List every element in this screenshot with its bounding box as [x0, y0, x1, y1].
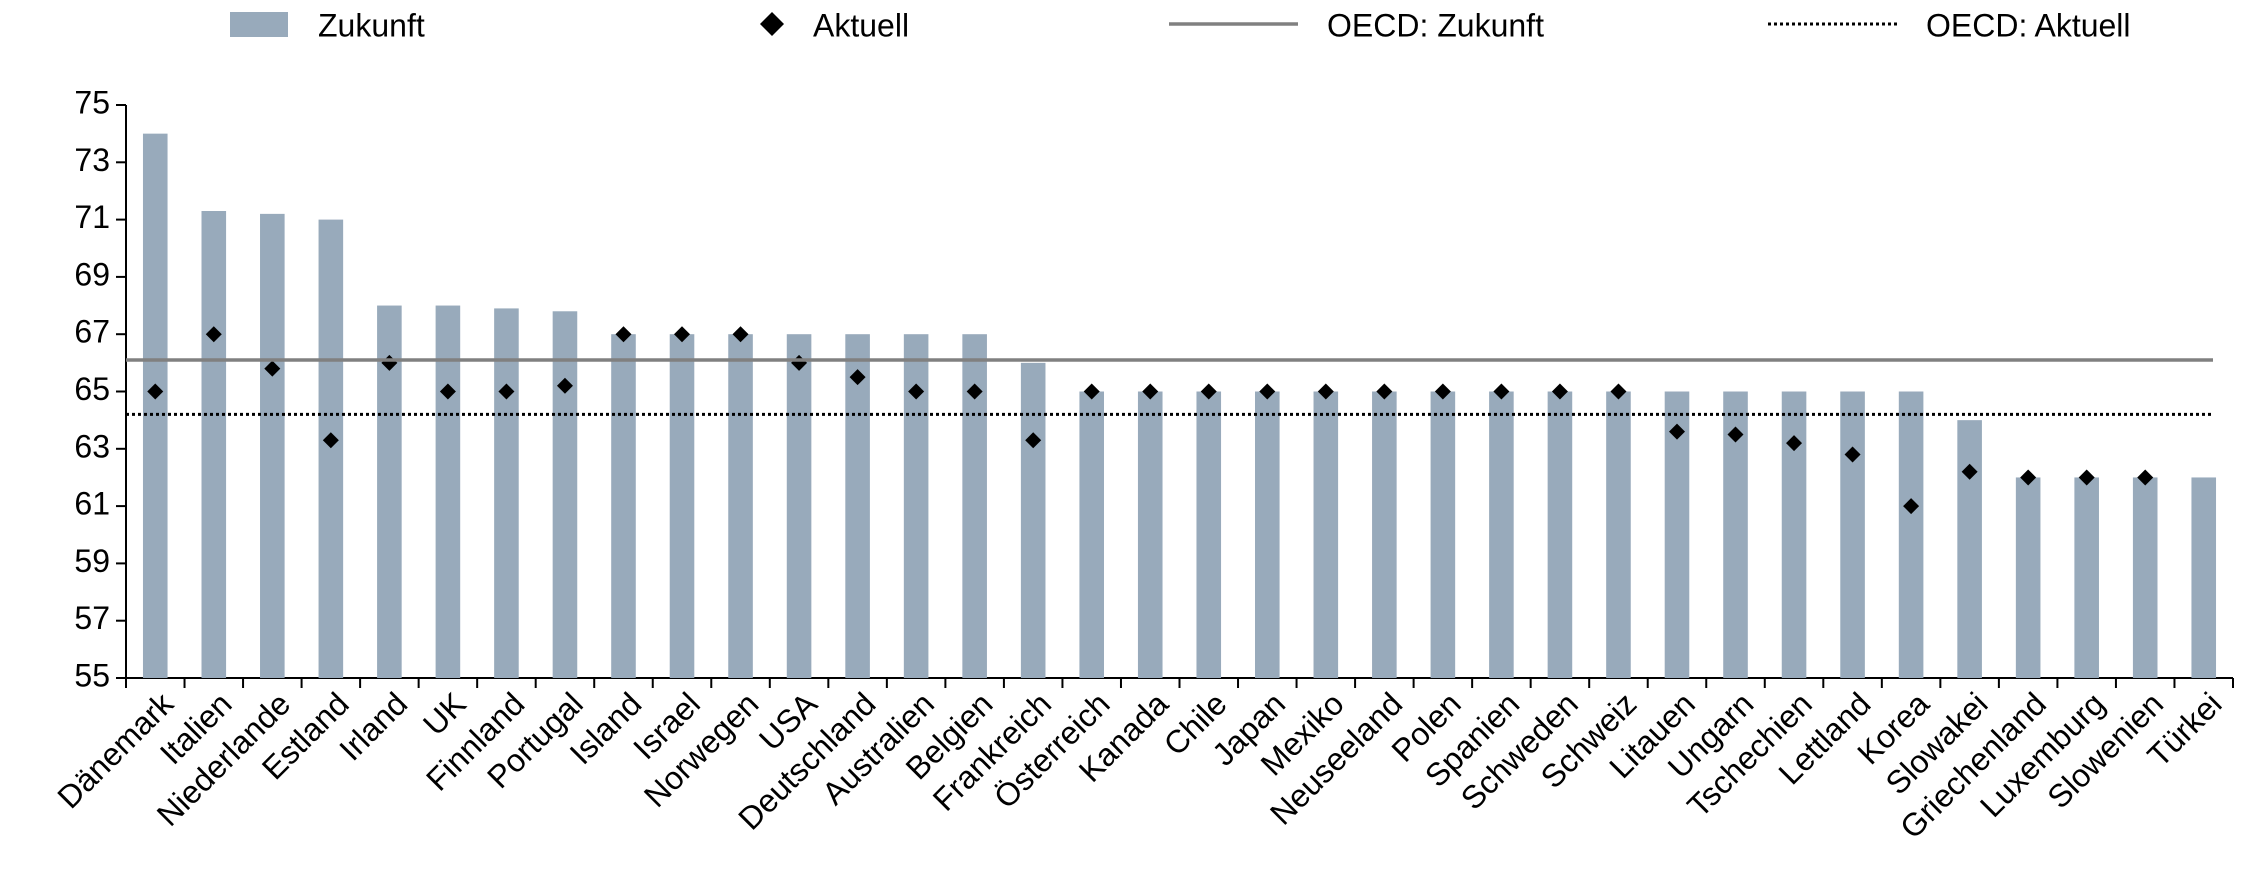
marker — [1142, 383, 1159, 400]
marker — [1376, 383, 1393, 400]
marker — [1668, 423, 1685, 440]
marker — [2020, 469, 2037, 486]
y-tick-label: 61 — [74, 486, 110, 522]
bar — [142, 133, 168, 678]
marker — [264, 360, 281, 377]
bar — [1313, 391, 1339, 678]
bar — [2132, 477, 2158, 678]
bar — [552, 311, 578, 678]
bar — [1606, 391, 1631, 678]
legend-label: Zukunft — [318, 7, 425, 43]
legend-label: OECD: Zukunft — [1327, 7, 1544, 43]
bar — [318, 219, 344, 678]
marker — [439, 383, 456, 400]
y-tick-label: 57 — [74, 600, 110, 636]
bar — [1898, 391, 1924, 678]
marker — [674, 326, 691, 343]
marker — [556, 377, 573, 394]
y-tick-label: 69 — [74, 256, 110, 292]
marker — [732, 326, 749, 343]
bar — [1430, 391, 1456, 678]
bar — [2191, 477, 2217, 678]
legend-swatch — [760, 12, 784, 36]
bar — [1137, 391, 1163, 678]
legend-label: OECD: Aktuell — [1926, 7, 2131, 43]
bar — [1957, 420, 1982, 678]
y-tick-label: 73 — [74, 142, 110, 178]
x-tick-label: Irland — [332, 685, 414, 767]
y-tick-label: 63 — [74, 428, 110, 464]
y-tick-label: 59 — [74, 543, 110, 579]
marker — [849, 369, 866, 386]
bar — [1372, 391, 1397, 678]
marker — [1903, 498, 1920, 515]
bar — [1079, 391, 1104, 678]
marker — [205, 326, 222, 343]
marker — [498, 383, 515, 400]
bar — [1196, 391, 1222, 678]
y-tick-label: 55 — [74, 657, 110, 693]
marker — [1025, 432, 1042, 449]
legend-label: Aktuell — [813, 7, 909, 43]
marker — [1200, 383, 1217, 400]
bar — [611, 334, 636, 678]
bar — [1840, 391, 1865, 678]
marker — [966, 383, 983, 400]
marker — [1844, 446, 1861, 463]
marker — [1961, 463, 1978, 480]
bar — [1020, 362, 1046, 678]
bar — [260, 213, 285, 678]
marker — [1493, 383, 1510, 400]
marker — [1551, 383, 1568, 400]
bar — [435, 305, 461, 678]
bar — [1547, 391, 1573, 678]
marker — [1610, 383, 1627, 400]
y-tick-label: 67 — [74, 314, 110, 350]
bar — [845, 334, 870, 678]
bar — [728, 334, 753, 678]
bar — [2074, 477, 2099, 678]
bar — [786, 334, 812, 678]
marker — [1434, 383, 1451, 400]
bar — [1781, 391, 1807, 678]
bar — [1489, 391, 1514, 678]
marker — [1083, 383, 1100, 400]
legend-swatch — [230, 12, 288, 37]
marker — [1786, 435, 1803, 452]
bar — [2015, 477, 2041, 678]
bar — [1255, 391, 1280, 678]
y-tick-label: 71 — [74, 199, 110, 235]
marker — [322, 432, 339, 449]
marker — [1259, 383, 1276, 400]
marker — [1727, 426, 1744, 443]
marker — [147, 383, 164, 400]
marker — [1317, 383, 1334, 400]
marker — [2078, 469, 2095, 486]
marker — [615, 326, 632, 343]
y-tick-label: 75 — [74, 84, 110, 120]
marker — [2137, 469, 2154, 486]
bar — [669, 334, 695, 678]
bar — [494, 308, 519, 678]
marker — [908, 383, 925, 400]
bar — [201, 211, 227, 678]
y-tick-label: 65 — [74, 371, 110, 407]
